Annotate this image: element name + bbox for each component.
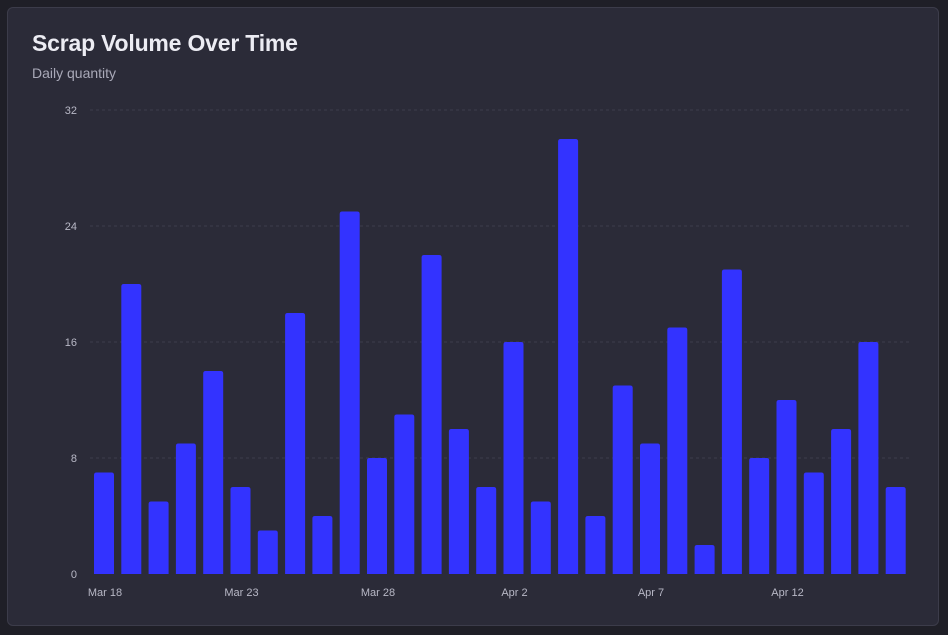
x-tick-label: Apr 2 [501,587,527,599]
y-tick-label: 32 [65,105,77,117]
bar[interactable] [394,414,415,575]
bar[interactable] [612,385,633,575]
bar[interactable] [230,487,251,574]
bar[interactable] [530,501,551,575]
y-tick-label: 8 [71,453,77,465]
y-tick-label: 0 [71,569,77,581]
x-tick-label: Apr 12 [771,587,803,599]
bar[interactable] [721,269,742,575]
bar[interactable] [285,313,306,574]
bar[interactable] [421,255,442,574]
y-tick-label: 16 [65,337,77,349]
bar[interactable] [203,371,224,574]
bar[interactable] [749,458,770,574]
bar[interactable] [831,429,852,574]
bar[interactable] [175,443,196,575]
chart-title: Scrap Volume Over Time [32,30,298,56]
bar[interactable] [558,139,579,574]
bar[interactable] [858,342,879,574]
bar[interactable] [476,487,497,574]
bar[interactable] [312,516,333,574]
bar[interactable] [503,342,524,574]
bar[interactable] [448,429,469,574]
bar[interactable] [667,327,688,575]
bar[interactable] [367,458,387,574]
x-tick-label: Mar 18 [88,587,122,599]
bar[interactable] [694,545,715,574]
bar[interactable] [148,501,169,575]
x-tick-label: Apr 7 [638,587,664,599]
x-tick-label: Mar 23 [224,587,258,599]
bar[interactable] [121,284,142,574]
bar[interactable] [885,487,906,574]
bar[interactable] [94,472,114,575]
bar[interactable] [585,516,606,574]
x-tick-label: Mar 28 [361,587,395,599]
y-tick-label: 24 [65,221,77,233]
bar[interactable] [803,472,824,575]
bar[interactable] [339,211,360,575]
chart-subtitle: Daily quantity [32,65,117,81]
bar[interactable] [776,400,797,574]
bar[interactable] [640,443,660,575]
bar[interactable] [257,530,278,575]
